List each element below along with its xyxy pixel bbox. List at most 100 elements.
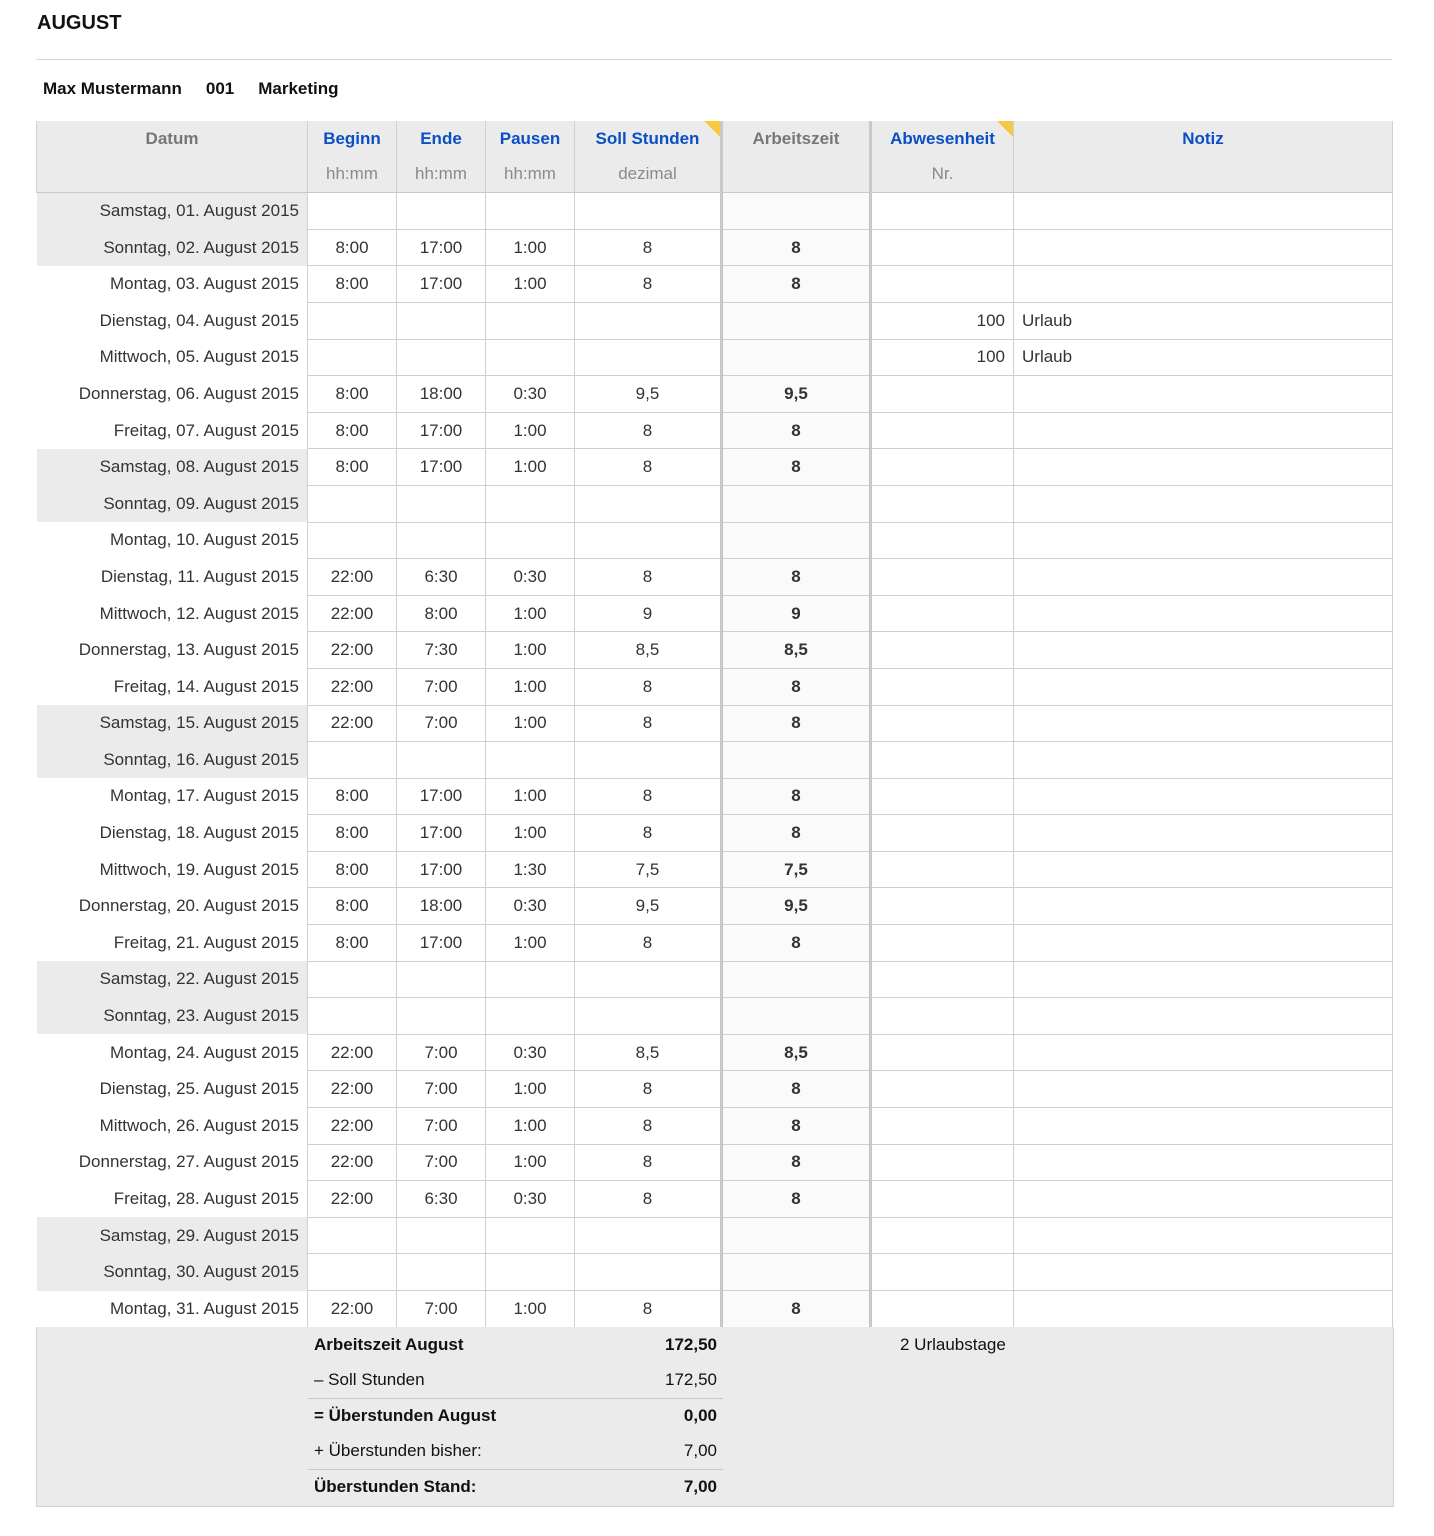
beginn-cell[interactable]: 8:00 [307,375,397,413]
header-abwesenheit[interactable]: Abwesenheit [870,121,1014,157]
soll-cell[interactable]: 8 [574,1107,722,1145]
ende-cell[interactable] [396,741,486,779]
abwesenheit-nr-cell[interactable] [870,594,1014,633]
notiz-cell[interactable] [1013,924,1393,962]
ende-cell[interactable]: 17:00 [396,265,486,303]
beginn-cell[interactable]: 22:00 [307,1107,397,1145]
soll-cell[interactable] [574,192,722,230]
notiz-cell[interactable]: Urlaub [1013,338,1393,377]
pausen-cell[interactable]: 1:00 [485,924,575,962]
abwesenheit-nr-cell[interactable] [870,1033,1014,1072]
abwesenheit-nr-cell[interactable] [870,887,1014,926]
soll-cell[interactable] [574,1253,722,1291]
abwesenheit-nr-cell[interactable] [870,265,1014,303]
abwesenheit-nr-cell[interactable] [870,704,1014,743]
beginn-cell[interactable] [307,1253,397,1291]
soll-cell[interactable]: 8 [574,814,722,852]
pausen-cell[interactable] [485,741,575,779]
notiz-cell[interactable] [1013,1107,1393,1145]
notiz-cell[interactable] [1013,484,1393,523]
abwesenheit-nr-cell[interactable] [870,228,1014,267]
pausen-cell[interactable]: 1:00 [485,1070,575,1109]
soll-cell[interactable]: 9,5 [574,375,722,413]
abwesenheit-nr-cell[interactable]: 100 [870,301,1014,340]
soll-cell[interactable]: 8 [574,1180,722,1218]
pausen-cell[interactable] [485,338,575,377]
ende-cell[interactable]: 6:30 [396,1180,486,1218]
ende-cell[interactable]: 17:00 [396,924,486,962]
pausen-cell[interactable]: 1:00 [485,704,575,743]
header-notiz[interactable]: Notiz [1013,121,1393,157]
pausen-cell[interactable]: 1:00 [485,594,575,633]
soll-cell[interactable]: 8 [574,265,722,303]
pausen-cell[interactable] [485,301,575,340]
notiz-cell[interactable]: Urlaub [1013,301,1393,340]
ende-cell[interactable] [396,521,486,560]
soll-cell[interactable] [574,484,722,523]
abwesenheit-nr-cell[interactable] [870,924,1014,962]
beginn-cell[interactable]: 22:00 [307,704,397,743]
abwesenheit-nr-cell[interactable] [870,814,1014,852]
soll-cell[interactable]: 8 [574,924,722,962]
ende-cell[interactable] [396,484,486,523]
soll-cell[interactable]: 8 [574,667,722,706]
notiz-cell[interactable] [1013,265,1393,303]
ende-cell[interactable]: 7:00 [396,1033,486,1072]
beginn-cell[interactable]: 22:00 [307,631,397,669]
abwesenheit-nr-cell[interactable] [870,192,1014,230]
beginn-cell[interactable]: 8:00 [307,924,397,962]
soll-cell[interactable]: 8 [574,558,722,596]
abwesenheit-nr-cell[interactable] [870,667,1014,706]
abwesenheit-nr-cell[interactable] [870,1107,1014,1145]
soll-cell[interactable]: 8 [574,228,722,267]
beginn-cell[interactable]: 8:00 [307,448,397,486]
beginn-cell[interactable] [307,1216,397,1255]
pausen-cell[interactable] [485,1253,575,1291]
abwesenheit-nr-cell[interactable] [870,1143,1014,1182]
abwesenheit-nr-cell[interactable] [870,997,1014,1035]
ende-cell[interactable] [396,301,486,340]
ende-cell[interactable] [396,960,486,999]
notiz-cell[interactable] [1013,887,1393,926]
pausen-cell[interactable] [485,1216,575,1255]
beginn-cell[interactable]: 22:00 [307,1290,397,1328]
pausen-cell[interactable]: 1:00 [485,1290,575,1328]
notiz-cell[interactable] [1013,997,1393,1035]
notiz-cell[interactable] [1013,814,1393,852]
ende-cell[interactable]: 17:00 [396,777,486,816]
pausen-cell[interactable]: 1:00 [485,1107,575,1145]
beginn-cell[interactable]: 22:00 [307,1180,397,1218]
abwesenheit-nr-cell[interactable] [870,741,1014,779]
pausen-cell[interactable]: 1:00 [485,631,575,669]
notiz-cell[interactable] [1013,1180,1393,1218]
soll-cell[interactable]: 8 [574,777,722,816]
notiz-cell[interactable] [1013,704,1393,743]
soll-cell[interactable] [574,741,722,779]
beginn-cell[interactable]: 22:00 [307,1033,397,1072]
ende-cell[interactable] [396,192,486,230]
soll-cell[interactable]: 8 [574,1070,722,1109]
pausen-cell[interactable] [485,997,575,1035]
abwesenheit-nr-cell[interactable]: 100 [870,338,1014,377]
soll-cell[interactable] [574,1216,722,1255]
notiz-cell[interactable] [1013,741,1393,779]
notiz-cell[interactable] [1013,1143,1393,1182]
soll-cell[interactable]: 8 [574,1143,722,1182]
abwesenheit-nr-cell[interactable] [870,777,1014,816]
soll-cell[interactable] [574,521,722,560]
soll-cell[interactable]: 8,5 [574,631,722,669]
pausen-cell[interactable] [485,484,575,523]
ende-cell[interactable] [396,1253,486,1291]
beginn-cell[interactable]: 22:00 [307,558,397,596]
ende-cell[interactable]: 18:00 [396,887,486,926]
abwesenheit-nr-cell[interactable] [870,558,1014,596]
pausen-cell[interactable]: 1:30 [485,850,575,889]
comment-marker-icon[interactable] [704,121,720,137]
pausen-cell[interactable]: 0:30 [485,375,575,413]
ende-cell[interactable]: 7:00 [396,667,486,706]
beginn-cell[interactable]: 22:00 [307,1143,397,1182]
soll-cell[interactable] [574,997,722,1035]
pausen-cell[interactable]: 0:30 [485,558,575,596]
ende-cell[interactable] [396,997,486,1035]
notiz-cell[interactable] [1013,850,1393,889]
